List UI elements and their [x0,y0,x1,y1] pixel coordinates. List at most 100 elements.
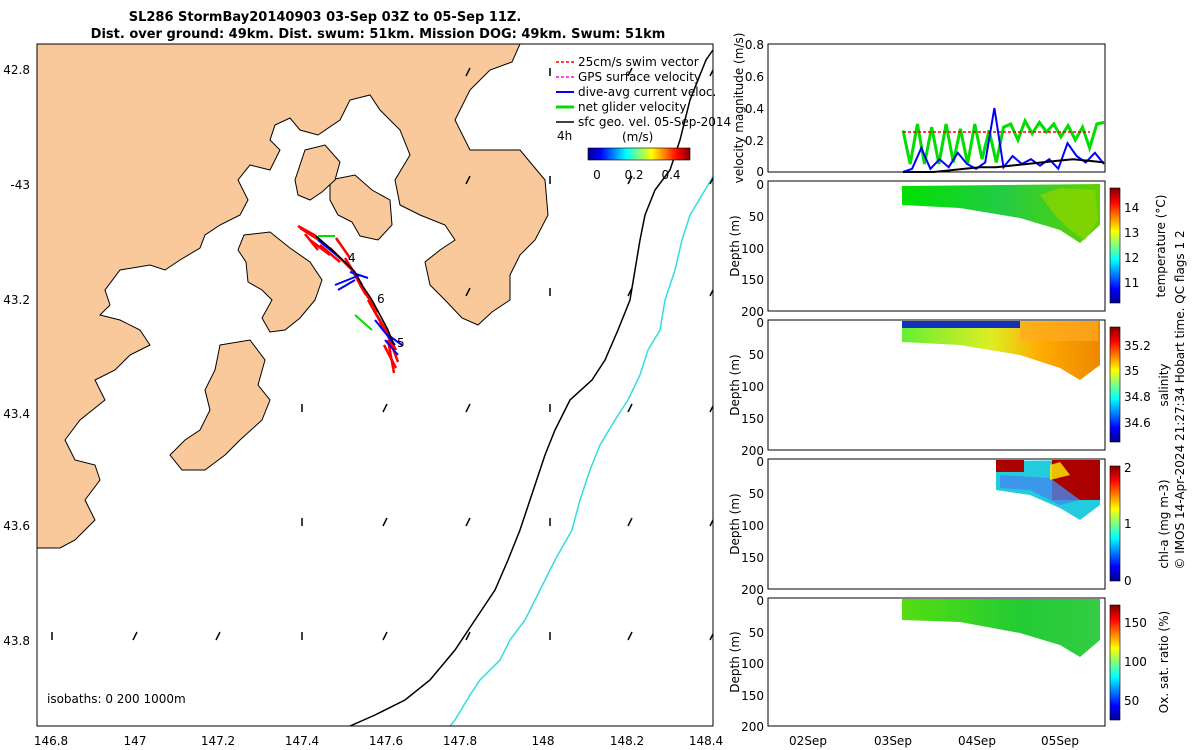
isobaths-label: isobaths: 0 200 1000m [47,692,186,706]
time-tick: 02Sep [789,734,827,748]
svg-text:50: 50 [749,626,764,640]
lat-tick: 43.2 [3,293,30,307]
vel-ytick: 0.8 [745,38,764,52]
svg-text:sfc geo. vel. 05-Sep-2014: sfc geo. vel. 05-Sep-2014 [578,115,731,129]
geo-arrow [465,67,471,77]
svg-text:dive-avg current veloc.: dive-avg current veloc. [578,85,716,99]
salinity-clabel: salinity [1157,363,1171,406]
svg-text:GPS surface velocity: GPS surface velocity [578,70,701,84]
oxygen-clabel: Ox. sat. ratio (%) [1157,611,1171,713]
glider-track [315,235,395,346]
land-forestier [237,231,323,333]
svg-text:Depth (m): Depth (m) [728,631,742,692]
geo-arrow [627,175,633,185]
svg-text:0: 0 [756,316,764,330]
lon-tick: 147.2 [201,734,235,748]
svg-text:34.6: 34.6 [1124,416,1151,430]
legend-gps-velocity: GPS surface velocity [556,70,701,84]
geo-arrow [465,517,471,527]
svg-text:150: 150 [741,412,764,426]
map-legend: 25cm/s swim vector GPS surface velocity … [556,55,731,182]
svg-text:150: 150 [741,551,764,565]
track-label-day6: 6 [377,292,385,306]
geo-arrow [627,287,633,297]
svg-text:25cm/s swim vector: 25cm/s swim vector [578,55,699,69]
geo-arrow [465,403,471,413]
lat-tick: -43 [10,178,30,192]
salinity-panel: 34.6 34.8 35 35.2 salinity Depth (m) 0 5… [728,316,1171,458]
legend-swim-vector: 25cm/s swim vector [556,55,699,69]
svg-text:150: 150 [741,689,764,703]
map-panel: 4 6 5 25cm/s swim vector GPS surface vel… [3,43,731,748]
lon-tick: 147.4 [285,734,319,748]
geo-arrow [627,67,633,77]
svg-text:100: 100 [741,657,764,671]
land-peninsula-south [169,339,271,471]
map-frame [36,43,714,727]
isobath-1000m [449,175,713,726]
isobath-200m [349,48,713,726]
temp-ctick: 11 [1124,276,1139,290]
svg-text:0: 0 [756,594,764,608]
geo-arrow [709,68,713,77]
svg-text:100: 100 [741,242,764,256]
figure-title-line2: Dist. over ground: 49km. Dist. swum: 51k… [91,27,666,42]
oxygen-panel: 50 100 150 Ox. sat. ratio (%) Depth (m) … [728,594,1171,734]
lon-tick: 147 [124,734,147,748]
lon-tick: 148.2 [610,734,644,748]
svg-text:2: 2 [1124,461,1132,475]
geo-arrow [382,631,388,641]
track-label-day5: 5 [397,336,405,350]
time-axis: 02Sep 03Sep 04Sep 05Sep [789,734,1079,748]
svg-text:150: 150 [741,273,764,287]
svg-text:0: 0 [1124,574,1132,588]
lon-tick: 147.8 [443,734,477,748]
time-tick: 05Sep [1041,734,1079,748]
svg-text:200: 200 [741,444,764,458]
time-tick: 04Sep [958,734,996,748]
track-label-day4: 4 [348,251,356,265]
geo-arrow [132,631,138,641]
lon-tick: 147.6 [369,734,403,748]
oxygen-colorbar [1109,604,1121,721]
geo-arrow [709,176,713,185]
chla-colorbar [1109,465,1121,582]
lon-tick: 148 [532,734,555,748]
land-tasman-peninsula [329,174,393,241]
svg-text:35.2: 35.2 [1124,339,1151,353]
svg-text:50: 50 [749,348,764,362]
chla-panel: 0 1 2 chl-a (mg m-3) Depth (m) 0 50 100 … [728,455,1171,597]
land-bruny-island [294,144,341,201]
svg-text:50: 50 [1124,694,1139,708]
svg-text:35: 35 [1124,364,1139,378]
svg-text:200: 200 [741,305,764,319]
vel-ytick: 0.2 [745,134,764,148]
svg-text:1: 1 [1124,517,1132,531]
chla-clabel: chl-a (mg m-3) [1157,479,1171,568]
geo-arrow [709,518,713,527]
geo-arrow [382,517,388,527]
legend-net-glider-velocity: net glider velocity [556,100,686,114]
svg-text:50: 50 [749,487,764,501]
lat-tick: 43.4 [3,407,30,421]
time-tick: 03Sep [874,734,912,748]
credit-footer: © IMOS 14-Apr-2024 21:27:34 Hobart time.… [1173,230,1187,569]
vel-ytick: 0.4 [745,102,764,116]
geo-arrow [627,403,633,413]
temp-ctick: 14 [1124,201,1139,215]
geo-arrow [627,517,633,527]
net-velocity-vectors [318,235,373,331]
sfc-geo-velocity-arrows [51,67,713,641]
lon-tick: 146.8 [34,734,68,748]
temp-ctick: 12 [1124,251,1139,265]
svg-text:Depth (m): Depth (m) [728,354,742,415]
depth-ylabel: Depth (m) [728,215,742,276]
colorbar-tick-2: 0.4 [661,168,680,182]
geo-arrow [465,287,471,297]
vel-ytick: 0.6 [745,70,764,84]
velocity-series-line [903,158,1105,173]
lat-tick: 43.6 [3,519,30,533]
legend-sfc-geo-velocity: sfc geo. vel. 05-Sep-2014 [556,115,731,129]
svg-text:100: 100 [1124,655,1147,669]
colorbar-title: (m/s) [622,130,653,144]
